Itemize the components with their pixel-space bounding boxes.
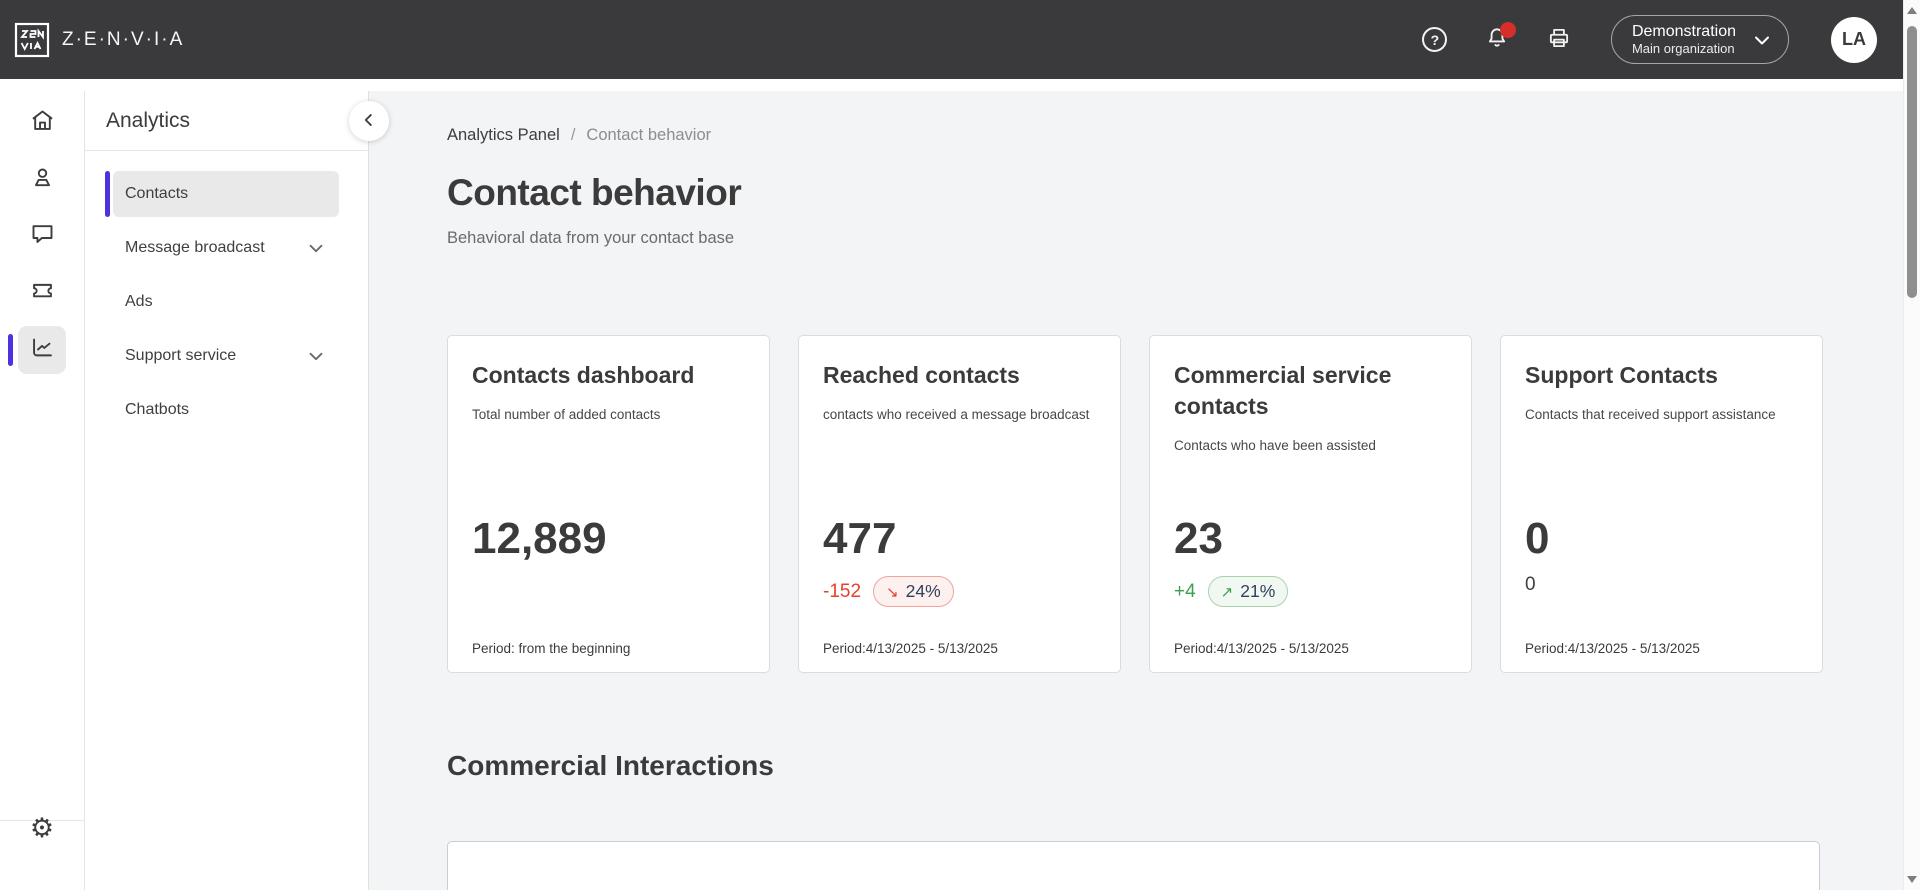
ticket-icon	[29, 277, 56, 309]
card-period: Period:4/13/2025 - 5/13/2025	[1174, 641, 1349, 656]
sidebar-item-conversations[interactable]	[18, 212, 66, 260]
breadcrumb-separator: /	[570, 125, 576, 144]
menu-divider	[85, 150, 368, 151]
delta-value: -152	[823, 580, 862, 602]
trend-up-icon: ↗	[1220, 582, 1234, 601]
sidebar-item-contacts[interactable]	[18, 156, 66, 204]
topbar-actions: ?	[1421, 15, 1877, 64]
card-period: Period:4/13/2025 - 5/13/2025	[823, 641, 998, 656]
sidebar-item-home[interactable]	[18, 99, 66, 147]
organization-subtitle: Main organization	[1631, 41, 1735, 56]
page-subtitle: Behavioral data from your contact base	[447, 229, 735, 247]
chevron-down-icon	[305, 237, 327, 259]
sidebar-item-settings[interactable]: ⚙	[18, 804, 66, 852]
card-period: Period: from the beginning	[472, 641, 631, 656]
menu-item-label: Message broadcast	[125, 239, 265, 256]
trend-down-icon: ↘	[886, 582, 899, 601]
menu-item-label: Contacts	[125, 185, 189, 202]
zenvia-logo[interactable]: Z·E·N·V·I·A	[14, 22, 184, 58]
menu-item-label: Support service	[125, 347, 237, 364]
print-button[interactable]	[1545, 26, 1573, 54]
sidebar-item-analytics[interactable]	[8, 326, 66, 374]
zenvia-wordmark: Z·E·N·V·I·A	[62, 28, 185, 50]
chevron-down-icon	[305, 345, 327, 367]
menu-item-message-broadcast[interactable]: Message broadcast	[113, 225, 339, 271]
card-delta-row: -152 ↘ 24%	[823, 576, 954, 607]
user-avatar[interactable]: LA	[1831, 16, 1877, 63]
card-reached-contacts: Reached contacts contacts who received a…	[798, 335, 1121, 673]
zenvia-logo-icon	[14, 22, 50, 58]
home-icon	[29, 107, 56, 139]
menu-item-label: Ads	[125, 293, 153, 310]
trend-badge-down: ↘ 24%	[873, 576, 954, 607]
topbar: Z·E·N·V·I·A ?	[0, 0, 1920, 79]
menu-item-ads[interactable]: Ads	[113, 279, 339, 325]
sidebar-item-tickets[interactable]	[18, 269, 66, 317]
scroll-down-arrow[interactable]	[1907, 876, 1917, 883]
card-value: 12,889	[472, 514, 607, 563]
section-title-commercial-interactions: Commercial Interactions	[447, 750, 774, 781]
menu-item-contacts[interactable]: Contacts	[105, 171, 339, 217]
card-support-contacts: Support Contacts Contacts that received …	[1500, 335, 1823, 673]
card-value: 0	[1525, 514, 1550, 563]
commercial-interactions-card	[447, 841, 1820, 890]
trend-percentage: 21%	[1240, 581, 1276, 601]
card-period: Period:4/13/2025 - 5/13/2025	[1525, 641, 1700, 656]
main-content: Analytics Panel / Contact behavior Conta…	[369, 91, 1903, 890]
organization-info: Demonstration Main organization	[1632, 22, 1736, 57]
chevron-left-icon	[358, 109, 380, 134]
card-value: 23	[1174, 514, 1223, 563]
card-subtitle: contacts who received a message broadcas…	[823, 407, 1090, 422]
scrollbar-thumb[interactable]	[1907, 26, 1917, 298]
card-title: Reached contacts	[823, 362, 1020, 388]
menu-item-label: Chatbots	[125, 401, 190, 418]
menu-list: Contacts Message broadcast Ads Support s…	[85, 171, 368, 433]
help-button[interactable]: ?	[1421, 26, 1449, 54]
notifications-button[interactable]	[1483, 21, 1516, 54]
card-subtitle: Total number of added contacts	[472, 407, 661, 422]
vertical-scrollbar	[1903, 0, 1920, 890]
card-commercial-service-contacts: Commercial service contacts Contacts who…	[1149, 335, 1472, 673]
card-title: Support Contacts	[1525, 362, 1718, 388]
card-subtitle: Contacts who have been assisted	[1174, 438, 1376, 453]
analytics-menu-panel: Analytics Contacts Message broadcast Ads…	[85, 91, 369, 890]
chevron-down-icon	[1750, 28, 1774, 52]
contact-person-icon	[29, 164, 56, 196]
notification-badge	[1499, 21, 1516, 38]
card-value: 477	[823, 514, 897, 563]
menu-title: Analytics	[106, 109, 191, 132]
kpi-cards-row: Contacts dashboard Total number of added…	[447, 335, 1903, 673]
help-icon: ?	[1422, 27, 1448, 52]
menu-item-chatbots[interactable]: Chatbots	[113, 387, 339, 433]
breadcrumb-analytics-panel[interactable]: Analytics Panel	[447, 125, 560, 144]
page-title: Contact behavior	[447, 172, 742, 213]
collapse-panel-button[interactable]	[349, 101, 389, 141]
card-delta-row: +4 ↗ 21%	[1174, 576, 1289, 607]
breadcrumb-current: Contact behavior	[586, 125, 712, 144]
scroll-up-arrow[interactable]	[1907, 7, 1917, 14]
line-chart-icon	[29, 334, 56, 366]
delta-value: 0	[1525, 574, 1536, 595]
card-contacts-dashboard: Contacts dashboard Total number of added…	[447, 335, 770, 673]
chat-bubble-icon	[29, 220, 56, 252]
breadcrumb: Analytics Panel / Contact behavior	[447, 125, 1903, 145]
organization-switcher[interactable]: Demonstration Main organization	[1610, 15, 1789, 64]
rail-divider	[0, 820, 84, 821]
trend-percentage: 24%	[905, 581, 941, 601]
trend-badge-up: ↗ 21%	[1207, 576, 1289, 607]
card-title: Contacts dashboard	[472, 362, 695, 388]
card-subtitle: Contacts that received support assistanc…	[1525, 407, 1776, 422]
menu-item-support-service[interactable]: Support service	[113, 333, 339, 379]
card-title: Commercial service contacts	[1174, 362, 1392, 419]
delta-value: +4	[1174, 580, 1196, 602]
printer-icon	[1546, 25, 1572, 54]
brand-gradient-bar	[0, 79, 1920, 91]
icon-rail: ⚙	[0, 91, 85, 890]
gear-icon: ⚙	[29, 812, 55, 844]
organization-name: Demonstration	[1631, 23, 1736, 40]
